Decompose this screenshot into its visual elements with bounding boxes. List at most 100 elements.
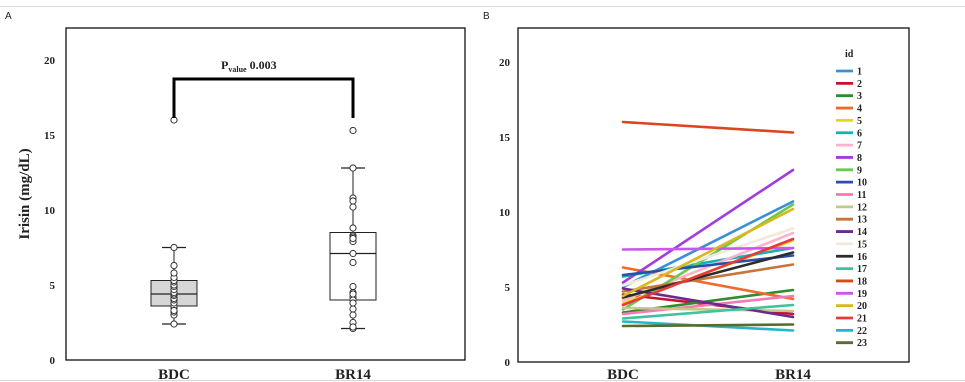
panel-b-lines [621,120,795,332]
legend-label: 13 [857,215,867,226]
legend-item-15: 15 [836,239,867,250]
legend-item-17: 17 [836,264,867,275]
legend-item-7: 7 [836,141,862,152]
data-point [170,243,178,252]
legend-label: 23 [857,338,867,349]
legend-label: 3 [857,91,862,102]
data-point [349,249,357,258]
y-tick-label: 0 [505,357,511,369]
legend-item-1: 1 [836,67,862,78]
series-line-23 [621,323,795,328]
data-point [349,311,357,319]
x-tick-label: BDC [158,367,190,382]
legend-item-3: 3 [836,91,862,102]
bracket-line [172,77,355,118]
data-point [170,261,178,270]
legend-item-22: 22 [836,326,867,337]
data-point [170,320,178,328]
data-point [349,290,357,298]
legend-label: 7 [857,141,862,152]
panel-a-plot-frame [65,27,466,361]
data-point [349,323,357,331]
legend-label: 16 [857,252,867,263]
y-tick-label: 5 [50,280,56,292]
series-line-15 [621,227,795,287]
legend-label: 11 [857,190,866,201]
legend-item-10: 10 [836,178,867,189]
data-point [170,269,178,277]
p-subscript: value [228,65,247,74]
data-point [349,224,357,232]
data-point [349,126,357,135]
series-line-8 [621,168,795,284]
legend-label: 20 [857,301,867,312]
series-line-20 [621,207,795,298]
legend-label: 8 [857,153,862,164]
legend-item-12: 12 [836,202,867,213]
x-tick-label: BR14 [335,367,371,382]
legend-label: 4 [857,104,862,115]
panel-a-x-ticks: BDC BR14 [158,367,371,382]
legend-label: 22 [857,326,867,337]
legend-label: 5 [857,116,862,127]
series-line-17 [621,303,795,320]
y-tick-label: 15 [44,130,56,142]
legend-label: 12 [857,202,867,213]
legend-label: 10 [857,178,867,189]
legend-item-11: 11 [836,190,866,201]
legend-label: 1 [857,67,862,78]
legend-label: 9 [857,165,862,176]
legend-item-13: 13 [836,215,867,226]
data-point [349,258,357,267]
series-line-16 [621,251,795,299]
series-line-18 [621,120,795,134]
data-point [349,299,357,307]
data-point [170,306,178,315]
legend-item-4: 4 [836,104,862,115]
series-line-12 [621,306,795,313]
data-point [349,164,357,172]
legend-item-6: 6 [836,128,862,139]
legend-label: 19 [857,289,867,300]
legend-item-20: 20 [836,301,867,312]
y-axis-label: Irisin (mg/dL) [17,148,33,239]
series-line-11 [621,294,795,316]
legend-item-5: 5 [836,116,862,127]
legend-item-18: 18 [836,276,867,287]
p-value: 0.003 [247,58,277,72]
panel-a: A 0 5 10 15 20 Pvalue 0.003 BDC BR14 Irisin (… [5,11,466,382]
y-tick-label: 20 [499,57,511,69]
panel-b-y-ticks: 0 5 10 15 20 [499,57,511,369]
y-tick-label: 10 [44,205,56,217]
y-tick-label: 10 [499,207,511,219]
panel-b-x-ticks: BDC BR14 [607,367,811,382]
y-tick-label: 5 [505,282,511,294]
panel-a-label: A [5,11,12,22]
series-line-19 [621,246,795,251]
legend-label: 6 [857,128,862,139]
data-point [349,234,357,243]
legend-label: 17 [857,264,867,275]
legend-title: id [845,49,854,60]
legend-label: 21 [857,314,867,325]
legend-item-16: 16 [836,252,867,263]
legend-item-2: 2 [836,79,862,90]
legend-label: 14 [857,227,867,238]
legend-label: 18 [857,276,867,287]
data-point [349,305,357,313]
legend-item-9: 9 [836,165,862,176]
panel-a-y-ticks: 0 5 10 15 20 [44,55,56,367]
x-tick-label: BDC [607,367,639,382]
data-point [349,197,357,205]
legend-label: 2 [857,79,862,90]
p-value-annotation: Pvalue 0.003 [221,58,277,74]
panel-b-label: B [483,11,490,22]
y-tick-label: 0 [50,355,56,367]
data-point [349,282,357,291]
p-symbol: P [221,58,228,72]
legend-item-14: 14 [836,227,867,238]
y-tick-label: 20 [44,55,56,67]
legend-item-19: 19 [836,289,867,300]
